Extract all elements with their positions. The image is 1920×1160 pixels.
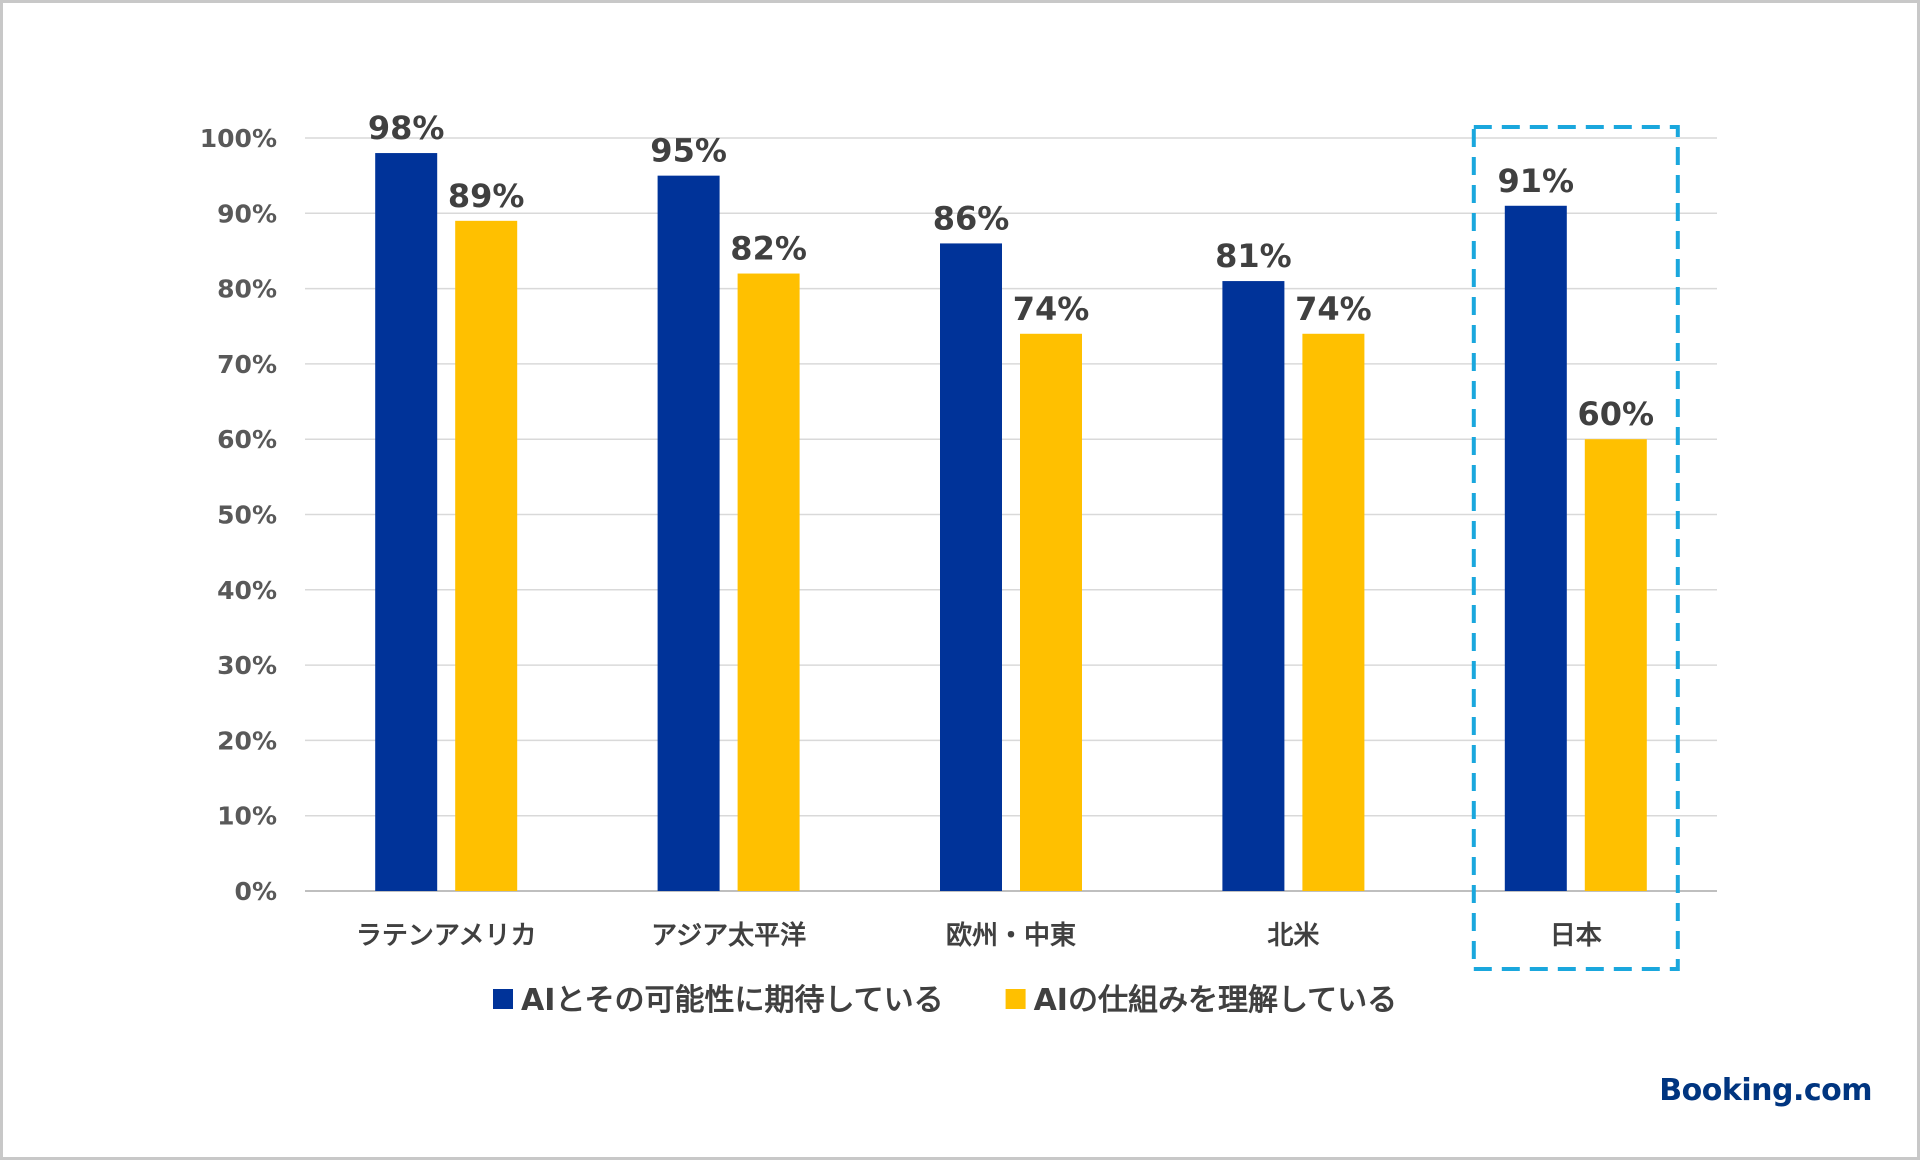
legend-swatch [493,989,513,1009]
bar [1504,205,1567,891]
x-tick-label: 欧州・中東 [946,920,1076,951]
bar [1302,333,1365,891]
bar [455,220,518,891]
y-tick-label: 70% [217,350,277,379]
data-label: 98% [368,109,445,147]
x-tick-label: ラテンアメリカ [356,921,537,951]
booking-logo: Booking.com [1659,1073,1872,1108]
bar [1584,439,1647,891]
bar [737,273,800,891]
data-label: 86% [933,199,1010,237]
legend-label: AIとその可能性に期待している [521,983,944,1018]
data-label: 91% [1498,162,1575,200]
legend-label: AIの仕組みを理解している [1034,983,1397,1018]
legend-swatch [1005,989,1026,1009]
bar [375,153,438,891]
data-label: 74% [1013,290,1090,328]
bar [657,175,720,891]
y-tick-label: 50% [217,501,277,530]
bar [1222,281,1285,891]
bar [1020,333,1082,891]
data-label: 82% [730,230,807,268]
y-tick-label: 100% [200,124,277,153]
data-label: 60% [1578,395,1655,433]
data-label: 89% [448,177,525,215]
y-tick-label: 80% [217,275,277,304]
y-tick-label: 40% [217,576,277,605]
y-tick-label: 90% [217,199,277,228]
data-label: 95% [650,132,727,170]
data-label: 81% [1215,237,1292,275]
y-tick-label: 20% [217,726,277,755]
x-tick-label: 日本 [1550,921,1602,951]
y-tick-label: 0% [235,877,277,906]
y-tick-label: 10% [217,802,277,831]
y-tick-label: 60% [217,425,277,454]
y-tick-label: 30% [217,651,277,680]
x-tick-label: 北米 [1267,921,1319,951]
highlight-box [1471,125,1680,971]
data-label: 74% [1295,290,1372,328]
x-tick-label: アジア太平洋 [651,920,806,951]
bar [940,243,1002,892]
